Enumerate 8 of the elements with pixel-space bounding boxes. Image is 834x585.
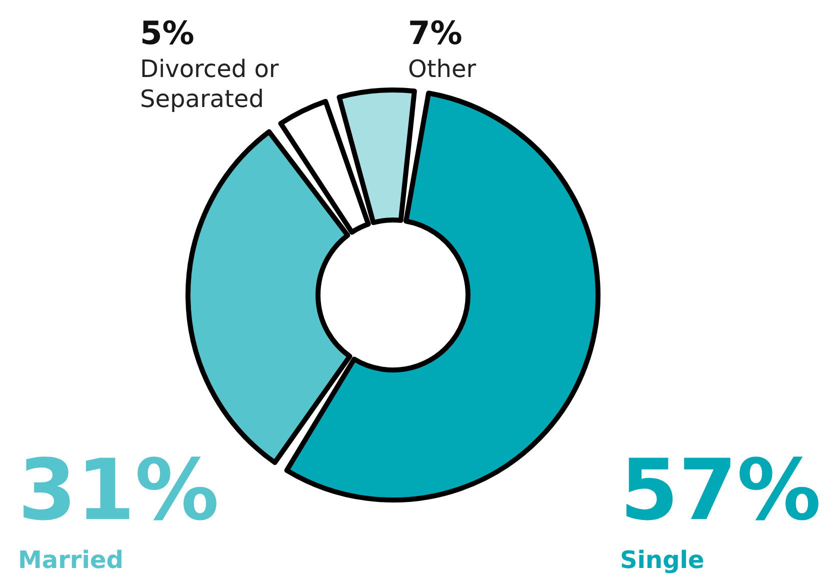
slice-label: Single: [620, 546, 704, 574]
data-label: 31%: [18, 441, 220, 539]
slice-label: Divorced or Separated: [140, 55, 286, 113]
slice-label: Married: [18, 546, 124, 574]
data-label: 5%: [140, 14, 194, 52]
data-label: 7%: [408, 14, 462, 52]
slice-label: Other: [408, 55, 476, 83]
data-label: 57%: [620, 441, 822, 539]
